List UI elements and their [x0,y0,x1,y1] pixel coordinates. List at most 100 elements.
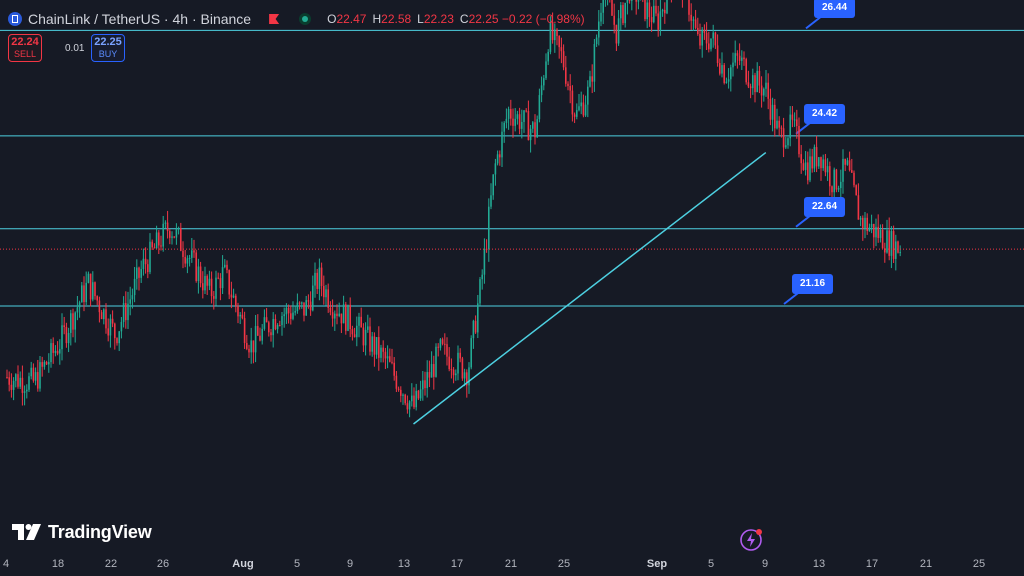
candle-body [501,131,503,158]
candle-body [455,373,457,376]
candle-body [701,29,703,46]
candle-body [360,316,362,328]
candle-body [19,377,21,387]
candle-body [446,344,448,357]
candle-body [329,307,332,313]
chainlink-icon [8,12,22,26]
market-status-icon[interactable] [299,13,312,25]
candle-body [789,114,791,139]
bolt-icon[interactable] [739,528,763,552]
candle-body [778,120,780,128]
candle-body [730,67,732,80]
candle-body [402,394,404,396]
candle-body [556,29,558,36]
chart-overlays [0,151,1024,425]
candle-body [270,332,272,336]
candle-body [375,337,378,355]
level-label[interactable]: 21.16 [792,274,834,294]
candle-body [54,350,57,353]
candle-body [543,78,545,86]
time-axis-tick: 5 [707,558,715,570]
candle-body [646,2,648,20]
candle-body [859,217,862,220]
candle-body [215,277,217,299]
symbol-title[interactable]: ChainLink / TetherUS · 4h · Binance [28,11,252,27]
level-label[interactable]: 24.42 [804,103,846,124]
candle-body [488,206,490,250]
candle-body [892,231,895,259]
candle-body [28,376,30,390]
candle-body [796,119,798,127]
candle-body [433,364,435,377]
candle-body [261,328,263,341]
candle-body [17,374,19,387]
candle-body [426,372,428,389]
candle-body [162,223,164,247]
candle-body [287,307,290,314]
candle-body [848,160,851,171]
candle-body [263,317,266,329]
candle-body [853,172,855,186]
time-axis-tick: 13 [397,558,411,570]
candle-body [127,303,129,321]
candle-body [338,313,340,316]
candle-body [835,169,838,190]
candle-body [171,236,173,238]
candle-body [582,102,585,116]
candle-body [235,295,237,307]
candle-body [147,264,149,273]
candle-body [576,110,578,117]
level-label[interactable]: 22.64 [804,196,846,217]
candle-body [103,309,105,320]
candle-body [862,217,864,229]
buy-button[interactable]: 22.25 BUY [91,34,125,62]
flag-icon[interactable] [269,14,280,24]
candle-body [23,391,26,393]
level-label[interactable]: 26.44 [814,0,856,19]
candle-body [472,320,475,339]
candle-body [584,104,587,116]
candle-body [496,154,499,164]
candle-body [477,303,479,333]
trendline[interactable] [413,151,767,425]
candle-body [305,300,307,316]
candle-body [281,316,283,326]
candle-body [59,349,61,354]
candle-body [490,195,492,207]
candle-body [765,82,767,89]
candle-body [290,313,292,319]
candle-body [644,0,646,20]
candle-body [397,388,400,390]
tradingview-logo[interactable]: TradingView [12,521,152,543]
candle-body [562,51,565,68]
tradingview-logo-icon [12,524,41,540]
ohlc-low-value: 22.23 [423,12,454,26]
candle-body [158,232,160,246]
candle-body [712,32,714,39]
candle-body [83,285,85,303]
sell-button[interactable]: 22.24 SELL [8,34,42,62]
candle-body [866,217,868,231]
logo-text: TradingView [48,521,152,542]
candle-body [870,224,873,228]
candle-body [769,98,772,120]
candle-body [732,62,734,68]
sell-price: 22.24 [11,36,39,48]
candle-body [34,372,37,381]
candle-body [173,236,175,238]
candle-body [166,222,169,232]
candle-body [650,17,653,23]
candle-body [210,278,213,297]
candle-body [100,312,103,320]
candle-body [499,154,501,158]
buy-label: BUY [98,49,118,59]
sell-label: SELL [13,49,37,59]
candle-body [316,272,318,289]
candle-body [813,147,816,169]
candle-body [149,241,151,273]
candlesticks [6,0,901,418]
candle-body [492,174,494,196]
candle-body [567,83,569,86]
candle-body [252,340,255,353]
